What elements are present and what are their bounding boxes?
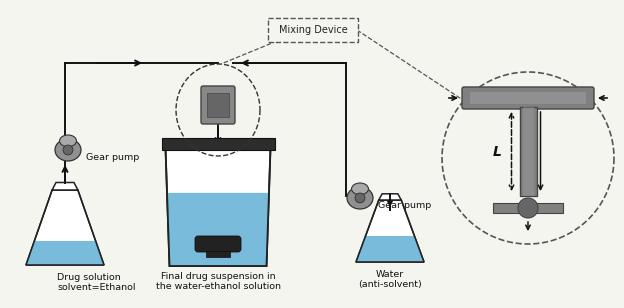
Polygon shape [165,148,270,266]
FancyBboxPatch shape [462,87,594,109]
Polygon shape [52,183,78,190]
Polygon shape [356,236,424,262]
Polygon shape [26,241,104,265]
Ellipse shape [55,139,81,161]
Polygon shape [26,190,104,265]
Bar [206,251,230,257]
Text: L: L [493,144,502,159]
Ellipse shape [351,183,368,195]
Polygon shape [379,194,401,200]
Polygon shape [167,193,269,266]
Bar [207,93,229,117]
Text: Gear pump: Gear pump [378,201,431,210]
FancyBboxPatch shape [201,86,235,124]
FancyBboxPatch shape [195,236,241,252]
Bar [470,92,586,104]
Circle shape [355,193,365,203]
Polygon shape [356,200,424,262]
Bar [520,107,537,196]
Text: Final drug suspension in
the water-ethanol solution: Final drug suspension in the water-ethan… [155,272,281,291]
Bar [522,107,534,196]
Bar [493,203,563,213]
Ellipse shape [59,135,77,147]
Ellipse shape [347,187,373,209]
Circle shape [63,145,73,155]
Text: Gear pump: Gear pump [86,153,139,163]
Circle shape [518,198,538,218]
Text: Mixing Device: Mixing Device [279,25,348,35]
Text: Drug solution
solvent=Ethanol: Drug solution solvent=Ethanol [57,273,135,292]
Bar [162,138,275,150]
FancyBboxPatch shape [268,18,358,42]
Text: Water
(anti-solvent): Water (anti-solvent) [358,270,422,290]
